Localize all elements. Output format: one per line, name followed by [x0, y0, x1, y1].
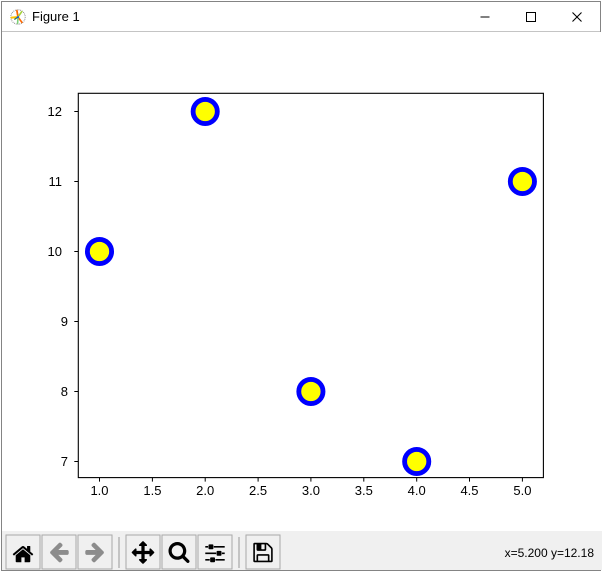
- svg-text:7: 7: [61, 454, 68, 469]
- svg-text:1.5: 1.5: [143, 483, 161, 498]
- svg-text:11: 11: [49, 174, 63, 189]
- svg-text:10: 10: [48, 244, 62, 259]
- svg-text:2.5: 2.5: [249, 483, 267, 498]
- svg-text:2.0: 2.0: [196, 483, 214, 498]
- svg-text:8: 8: [61, 384, 68, 399]
- svg-text:4.0: 4.0: [408, 483, 426, 498]
- svg-text:5.0: 5.0: [513, 483, 531, 498]
- svg-text:x=5.200 y=12.18: x=5.200 y=12.18: [505, 546, 595, 560]
- svg-text:1.0: 1.0: [90, 483, 108, 498]
- svg-text:12: 12: [48, 104, 62, 119]
- svg-text:9: 9: [61, 314, 68, 329]
- svg-text:3.5: 3.5: [355, 483, 373, 498]
- svg-text:4.5: 4.5: [460, 483, 478, 498]
- svg-text:3.0: 3.0: [302, 483, 320, 498]
